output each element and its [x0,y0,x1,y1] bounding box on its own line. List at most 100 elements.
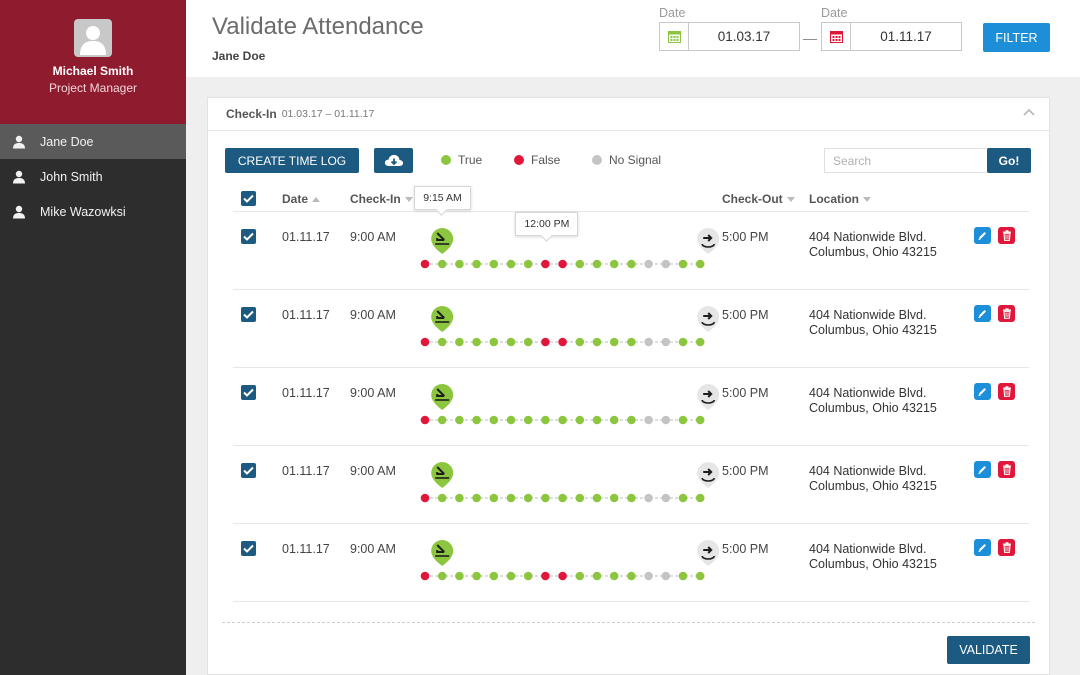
timeline-point[interactable] [661,337,671,347]
timeline-point[interactable] [506,493,516,503]
checkin-marker-icon[interactable] [431,462,454,488]
filter-button[interactable]: FILTER [983,23,1050,52]
delete-button[interactable] [998,383,1015,400]
edit-button[interactable] [974,461,991,478]
timeline-point[interactable] [472,415,481,425]
timeline-point[interactable] [541,493,550,503]
timeline-point[interactable] [678,571,688,581]
timeline-point[interactable] [506,259,516,269]
timeline-point[interactable] [609,259,619,269]
timeline-point[interactable] [558,415,567,425]
search-input[interactable] [824,148,988,173]
timeline-point[interactable] [472,571,481,581]
timeline-point[interactable] [523,415,533,425]
timeline-point[interactable] [609,571,619,581]
timeline-point[interactable] [661,415,671,425]
validate-button[interactable]: VALIDATE [947,636,1030,664]
timeline-point[interactable] [627,415,636,425]
checkout-marker-icon[interactable] [697,228,720,254]
timeline-point[interactable] [609,337,619,347]
timeline-point[interactable] [575,337,585,347]
timeline-point[interactable] [575,571,585,581]
calendar-icon[interactable] [660,23,689,50]
delete-button[interactable] [998,461,1015,478]
timeline-point[interactable] [592,571,602,581]
timeline-point[interactable] [420,571,430,581]
timeline-point[interactable] [506,571,516,581]
timeline-point[interactable] [523,571,533,581]
create-time-log-button[interactable]: CREATE TIME LOG [225,148,359,173]
date-from-field[interactable]: 01.03.17 [659,22,800,51]
timeline-point[interactable] [627,571,636,581]
timeline-point[interactable] [489,571,499,581]
row-checkbox[interactable] [241,229,256,244]
timeline-point[interactable] [420,493,430,503]
timeline-point[interactable] [558,493,567,503]
timeline-point[interactable] [592,337,602,347]
checkbox[interactable] [241,463,256,478]
go-button[interactable]: Go! [987,148,1031,173]
timeline-point[interactable] [644,493,653,503]
timeline-point[interactable] [695,259,705,269]
timeline-point[interactable] [523,337,533,347]
timeline-point[interactable] [523,259,533,269]
timeline-point[interactable] [541,415,550,425]
timeline-point[interactable] [609,415,619,425]
calendar-icon[interactable] [822,23,851,50]
timeline-point[interactable] [523,493,533,503]
timeline-point[interactable] [541,337,550,347]
timeline-point[interactable] [489,259,499,269]
timeline-point[interactable] [695,337,705,347]
checkout-marker-icon[interactable] [697,306,720,332]
timeline-point[interactable] [420,337,430,347]
timeline-point[interactable] [644,259,653,269]
timeline-point[interactable] [506,337,516,347]
edit-button[interactable] [974,227,991,244]
timeline-point[interactable] [489,337,499,347]
timeline-point[interactable] [627,337,636,347]
timeline-point[interactable] [455,415,464,425]
timeline-point[interactable] [695,415,705,425]
edit-button[interactable] [974,305,991,322]
timeline-point[interactable] [437,571,447,581]
timeline-point[interactable] [455,337,464,347]
checkin-marker-icon[interactable] [431,306,454,332]
timeline-point[interactable] [420,415,430,425]
timeline-point[interactable] [678,493,688,503]
sidebar-item-mike-wazowksi[interactable]: Mike Wazowksi [0,194,186,229]
column-header-location[interactable]: Location [809,192,871,206]
timeline-point[interactable] [455,571,464,581]
timeline-point[interactable] [437,259,447,269]
row-checkbox[interactable] [241,307,256,322]
cloud-download-button[interactable] [374,148,413,173]
timeline-point[interactable] [627,493,636,503]
timeline-point[interactable] [592,415,602,425]
checkin-marker-icon[interactable] [431,384,454,410]
timeline-point[interactable] [420,259,430,269]
timeline-point[interactable] [558,259,567,269]
timeline-point[interactable] [678,415,688,425]
timeline-point[interactable] [575,415,585,425]
row-checkbox[interactable] [241,541,256,556]
date-to-field[interactable]: 01.11.17 [821,22,962,51]
delete-button[interactable] [998,539,1015,556]
checkbox[interactable] [241,307,256,322]
timeline-point[interactable] [678,259,688,269]
column-header-checkout[interactable]: Check-Out [722,192,795,206]
timeline-point[interactable] [678,337,688,347]
timeline-point[interactable] [592,259,602,269]
checkbox[interactable] [241,541,256,556]
delete-button[interactable] [998,305,1015,322]
edit-button[interactable] [974,383,991,400]
chevron-up-icon[interactable] [1023,108,1035,116]
timeline-point[interactable] [644,415,653,425]
timeline-point[interactable] [592,493,602,503]
timeline-point[interactable] [575,259,585,269]
timeline-point[interactable] [437,415,447,425]
select-all-checkbox[interactable] [241,191,256,206]
timeline-point[interactable] [489,415,499,425]
column-header-date[interactable]: Date [282,192,321,206]
timeline-point[interactable] [455,259,464,269]
timeline-point[interactable] [541,259,550,269]
timeline-point[interactable] [644,571,653,581]
